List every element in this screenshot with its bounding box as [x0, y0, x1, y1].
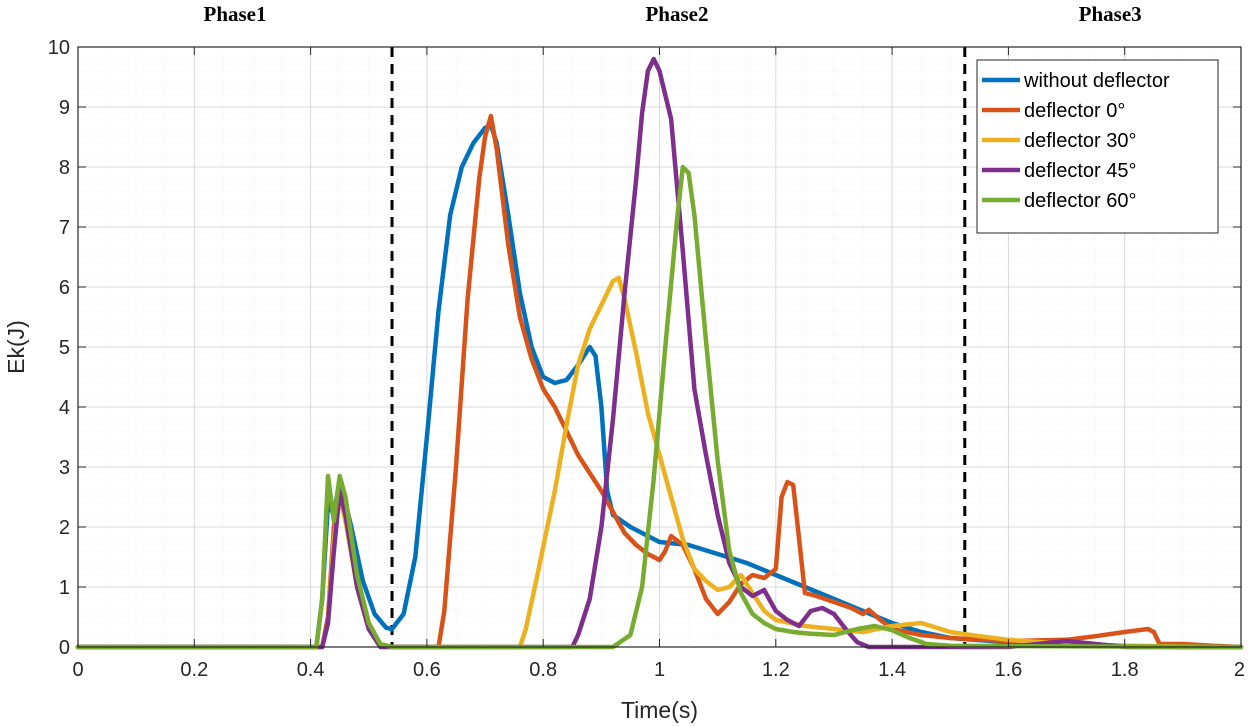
- y-tick-label: 8: [59, 157, 70, 179]
- legend-box: [976, 59, 1219, 234]
- x-tick-label: 1: [654, 659, 665, 681]
- legend-label: without deflector: [1023, 70, 1170, 92]
- x-axis-label: Time(s): [621, 697, 698, 723]
- y-tick-label: 10: [48, 37, 70, 59]
- y-tick-label: 4: [59, 397, 70, 419]
- phase-labels: Phase1 Phase2 Phase3: [204, 2, 1142, 26]
- y-tick-label: 2: [59, 517, 70, 539]
- x-tick-label: 0.2: [180, 659, 208, 681]
- y-tick-label: 3: [59, 457, 70, 479]
- axis-ticks: [77, 46, 1242, 648]
- series-line: [75, 164, 1244, 650]
- y-tick-label: 5: [59, 337, 70, 359]
- series-line: [75, 56, 1244, 650]
- x-tick-label: 1.4: [878, 659, 906, 681]
- legend-label: deflector 30°: [1024, 130, 1137, 152]
- phase-label: Phase1: [204, 2, 267, 26]
- legend-label: deflector 45°: [1024, 160, 1137, 182]
- x-tick-label: 1.8: [1111, 659, 1139, 681]
- series-line: [75, 113, 1244, 650]
- y-axis-label: Ek(J): [3, 320, 29, 374]
- y-tick-labels: 0 1 2 3 4 5 6 7 8 9 10: [48, 37, 70, 659]
- x-tick-labels: 0 0.2 0.4 0.6 0.8 1 1.2 1.4 1.6 1.8 2: [72, 659, 1245, 681]
- legend-label: deflector 60°: [1024, 190, 1137, 212]
- y-tick-label: 9: [59, 97, 70, 119]
- y-tick-label: 1: [59, 577, 70, 599]
- x-tick-label: 2: [1234, 659, 1245, 681]
- phase-label: Phase3: [1079, 2, 1142, 26]
- phase-lines: [390, 47, 967, 647]
- y-tick-label: 0: [59, 637, 70, 659]
- legend: without deflector deflector 0° deflector 3…: [976, 59, 1219, 234]
- x-tick-label: 1.2: [762, 659, 790, 681]
- x-tick-label: 0: [72, 659, 83, 681]
- x-tick-label: 0.8: [529, 659, 557, 681]
- y-tick-label: 7: [59, 217, 70, 239]
- legend-label: deflector 0°: [1024, 100, 1125, 122]
- series-lines: [75, 56, 1244, 650]
- y-tick-label: 6: [59, 277, 70, 299]
- x-tick-label: 1.6: [994, 659, 1022, 681]
- phase-label: Phase2: [645, 2, 708, 26]
- x-tick-label: 0.6: [413, 659, 441, 681]
- x-tick-label: 0.4: [297, 659, 325, 681]
